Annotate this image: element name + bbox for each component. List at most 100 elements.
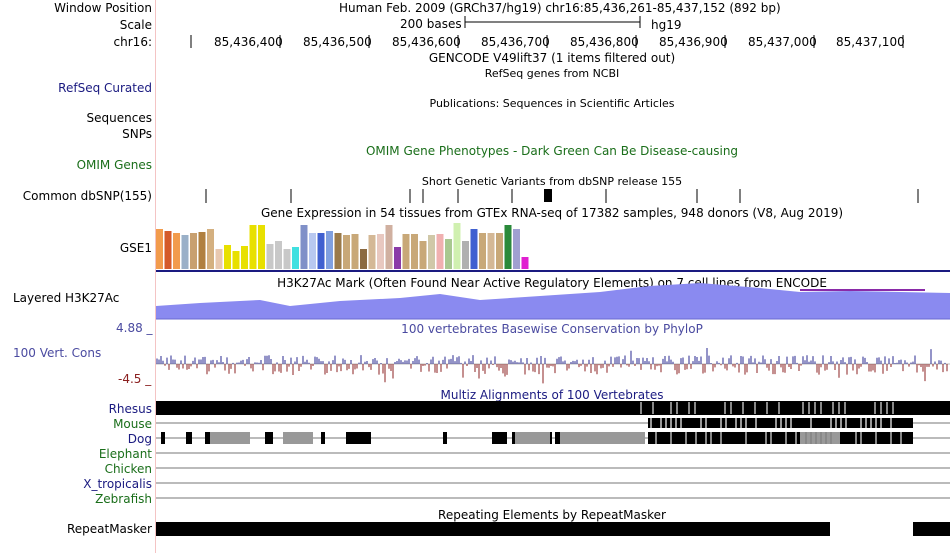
multiz-dog-gap (670, 432, 672, 444)
gtex-gene-label[interactable]: GSE1 (119, 241, 152, 255)
gtex-tissue-bar (521, 257, 529, 269)
cons-label[interactable]: 100 Vert. Cons (13, 346, 102, 360)
species-label-chicken[interactable]: Chicken (104, 462, 152, 476)
multiz-dog-gray (515, 432, 550, 444)
ruler-tick-label: 85,436,400 (214, 35, 283, 49)
multiz-rhesus-gap (676, 402, 678, 414)
repeat-element (156, 522, 830, 536)
multiz-rhesus-gap (886, 402, 888, 414)
ruler-tick-label: 85,437,100 (836, 35, 905, 49)
multiz-dog-gap (825, 432, 827, 444)
multiz-mouse-gap (830, 418, 832, 428)
species-label-zebrafish[interactable]: Zebrafish (95, 492, 152, 506)
species-label-elephant[interactable]: Elephant (98, 447, 152, 461)
gtex-tissue-bar (198, 232, 206, 269)
refseq-track-title[interactable]: RefSeq genes from NCBI (484, 67, 620, 80)
multiz-track-title[interactable]: Multiz Alignments of 100 Vertebrates (440, 388, 664, 402)
gtex-tissue-bar (360, 249, 367, 269)
gtex-tissue-bar (351, 234, 359, 269)
multiz-rhesus-gap (652, 402, 654, 414)
gencode-track-title[interactable]: GENCODE V49lift37 (1 items filtered out) (428, 51, 676, 65)
gtex-tissue-bar (164, 231, 172, 269)
cons-track-title[interactable]: 100 vertebrates Basewise Conservation by… (401, 322, 703, 336)
gtex-tissue-bar (300, 225, 308, 269)
gtex-tissue-bar (283, 249, 291, 269)
multiz-rhesus-gap (820, 402, 822, 414)
multiz-mouse-gap (880, 418, 882, 428)
ruler-tick-label: 85,437,000 (748, 35, 817, 49)
gtex-tissue-bar (258, 225, 265, 269)
omim-label[interactable]: OMIM Genes (76, 158, 152, 172)
multiz-dog-gap (855, 432, 857, 444)
gtex-tissue-bar (394, 247, 401, 269)
ruler-tick-label: 85,436,900 (659, 35, 728, 49)
gtex-tissue-bar (275, 241, 282, 269)
multiz-dog-gap (770, 432, 772, 444)
gtex-tissue-bar (496, 233, 503, 269)
multiz-rhesus-gap (844, 402, 846, 414)
omim-track-title[interactable]: OMIM Gene Phenotypes - Dark Green Can Be… (365, 144, 739, 158)
multiz-dog-block (648, 432, 913, 444)
gtex-tissue-bar (232, 251, 240, 269)
species-label-rhesus[interactable]: Rhesus (108, 402, 152, 416)
window-position-text: Human Feb. 2009 (GRCh37/hg19) chr16:85,4… (339, 1, 781, 15)
multiz-dog-block (186, 432, 192, 444)
multiz-dog-gray (560, 432, 645, 444)
gtex-tissue-bar (241, 246, 248, 269)
scale-label: Scale (119, 18, 152, 32)
cons-min-label: -4.5 _ (118, 372, 152, 386)
gtex-track-title[interactable]: Gene Expression in 54 tissues from GTEx … (260, 206, 844, 220)
species-label-mouse[interactable]: Mouse (113, 417, 152, 431)
multiz-mouse-gap (675, 418, 677, 428)
gtex-tissue-bar (292, 247, 299, 269)
gtex-tissue-bar (445, 239, 452, 269)
gtex-tissue-bar (317, 233, 325, 269)
gtex-tissue-bar (453, 223, 461, 269)
gtex-tissue-bar (368, 235, 376, 269)
multiz-mouse-gap (890, 418, 892, 428)
multiz-dog-gap (815, 432, 817, 444)
scale-text: 200 bases (400, 17, 462, 31)
multiz-dog-block (346, 432, 371, 444)
multiz-rhesus-block (156, 401, 950, 415)
multiz-dog-gap (875, 432, 877, 444)
h3k27ac-label[interactable]: Layered H3K27Ac (13, 291, 120, 305)
dbsnp-label[interactable]: Common dbSNP(155) (22, 189, 152, 203)
gtex-tissue-bar (504, 225, 512, 269)
gtex-tissue-bar (462, 241, 469, 269)
multiz-mouse-gap (785, 418, 787, 428)
multiz-mouse-gap (705, 418, 707, 428)
multiz-mouse-gap (755, 418, 757, 428)
refseq-label[interactable]: RefSeq Curated (58, 81, 152, 95)
multiz-mouse-gap (810, 418, 812, 428)
multiz-mouse-gap (835, 418, 837, 428)
dbsnp-track-title[interactable]: Short Genetic Variants from dbSNP releas… (421, 175, 683, 188)
chrom-label: chr16: (113, 35, 152, 49)
multiz-rhesus-gap (724, 402, 726, 414)
scale-db: hg19 (651, 18, 682, 32)
snps-label[interactable]: SNPs (122, 127, 152, 141)
multiz-rhesus-gap (880, 402, 882, 414)
repeatmasker-label[interactable]: RepeatMasker (66, 522, 152, 536)
multiz-mouse-gap (745, 418, 747, 428)
track-guide-line (155, 0, 156, 553)
multiz-dog-gap (795, 432, 797, 444)
sequences-label[interactable]: Sequences (86, 111, 152, 125)
multiz-mouse-gap (720, 418, 722, 428)
ruler-tick-label: 85,436,500 (303, 35, 372, 49)
publications-track-title[interactable]: Publications: Sequences in Scientific Ar… (429, 97, 675, 110)
species-label-x-tropicalis[interactable]: X_tropicalis (83, 477, 152, 491)
multiz-dog-gap (705, 432, 707, 444)
species-label-dog[interactable]: Dog (127, 432, 152, 446)
gtex-tissue-bar (173, 233, 180, 269)
multiz-rhesus-gap (874, 402, 876, 414)
multiz-rhesus-gap (670, 402, 672, 414)
gtex-tissue-bar (249, 225, 257, 269)
gtex-tissue-bar (207, 229, 214, 269)
repeatmasker-track-title[interactable]: Repeating Elements by RepeatMasker (438, 508, 666, 522)
multiz-mouse-gap (775, 418, 777, 428)
multiz-rhesus-gap (892, 402, 894, 414)
multiz-dog-gap (890, 432, 892, 444)
multiz-mouse-gap (845, 418, 847, 428)
